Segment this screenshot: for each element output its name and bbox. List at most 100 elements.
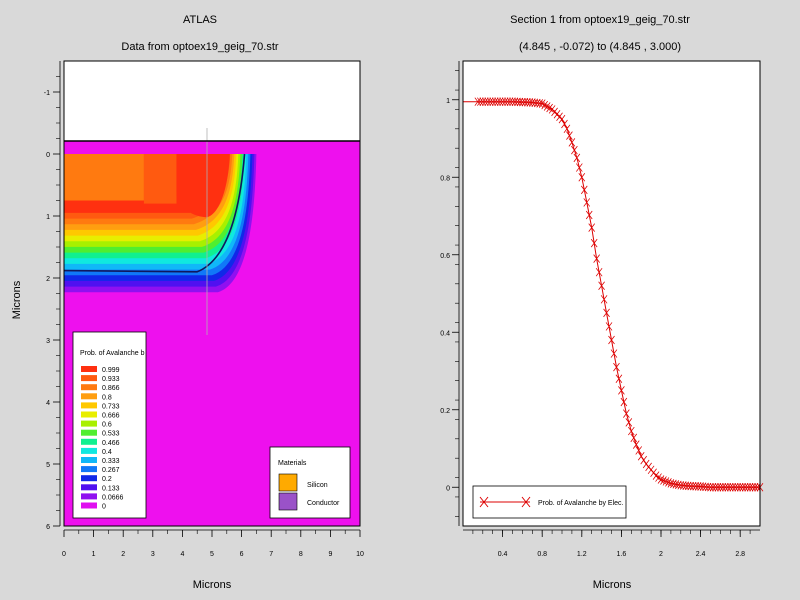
series-marker <box>588 223 596 232</box>
right-panel: Section 1 from optoex19_geig_70.str (4.8… <box>440 14 764 591</box>
x-tick-label: 4 <box>180 551 184 558</box>
series-marker <box>590 238 598 248</box>
legend-level-label: 0.2 <box>102 476 112 483</box>
series-marker <box>689 481 697 491</box>
series-marker <box>566 131 573 140</box>
left-panel: ATLAS Data from optoex19_geig_70.str Mic… <box>11 14 364 591</box>
right-title: Section 1 from optoex19_geig_70.str <box>510 14 690 26</box>
legend-swatch <box>81 484 97 491</box>
series-marker <box>746 483 754 492</box>
x-tick-label: 6 <box>240 551 244 558</box>
y-tick-label: 5 <box>46 462 50 469</box>
silicon-label: Silicon <box>307 482 328 489</box>
contour-band <box>64 154 144 201</box>
junction-edge <box>63 153 246 273</box>
x-tick-label: 10 <box>356 551 364 558</box>
legend-swatch <box>81 375 97 382</box>
series-marker <box>707 483 714 492</box>
structure-plot: 0 1 2 3 4 5 6 7 8 9 10 -1 0 1 2 3 4 5 6 <box>44 60 364 558</box>
avalanche-legend-title: Prob. of Avalanche b <box>80 350 145 357</box>
x-tick-label: 1.6 <box>617 551 627 558</box>
series-marker <box>618 386 625 395</box>
series-marker <box>726 483 734 492</box>
right-xlabel: Microns <box>593 579 632 591</box>
series-marker <box>491 97 499 106</box>
legend-swatch <box>81 411 97 418</box>
series-marker <box>496 97 504 106</box>
section-legend: Prob. of Avalanche by Elec. <box>472 485 627 519</box>
series-marker <box>625 418 633 427</box>
series-marker <box>558 114 566 124</box>
contour-band <box>143 154 177 204</box>
series-marker <box>600 295 608 304</box>
series-marker <box>677 481 685 490</box>
x-tick-label: 2 <box>659 551 663 558</box>
series-marker <box>729 483 737 492</box>
legend-level-label: 0.533 <box>102 431 120 438</box>
series-marker <box>489 97 497 106</box>
y-tick-label: 0.2 <box>440 408 450 415</box>
series-marker <box>665 478 672 487</box>
x-tick-label: 7 <box>269 551 273 558</box>
y-tick-label: 4 <box>46 400 50 407</box>
legend-level-label: 0.866 <box>102 385 120 392</box>
section-legend-marker-right <box>521 496 531 508</box>
series-marker <box>627 426 635 436</box>
x-tick-label: 3 <box>151 551 155 558</box>
x-tick-label: 5 <box>210 551 214 558</box>
left-title: ATLAS <box>183 14 217 26</box>
legend-swatch <box>81 457 97 463</box>
legend-swatch <box>81 429 97 436</box>
series-marker <box>563 124 571 134</box>
series-marker <box>506 97 514 106</box>
legend-swatch <box>81 447 97 454</box>
series-marker <box>536 99 544 108</box>
avalanche-curve <box>463 97 764 492</box>
legend-swatch <box>81 384 97 391</box>
series-marker <box>528 98 536 107</box>
series-marker <box>595 267 603 277</box>
legend-level-label: 0.267 <box>102 467 120 474</box>
series-marker <box>514 97 521 107</box>
series-marker <box>603 308 610 318</box>
section-plot: 0.4 0.8 1.2 1.6 2 2.4 2.8 0 0.2 0.4 0.6 0.8 1 <box>440 60 764 558</box>
series-marker <box>576 163 583 172</box>
legend-swatch <box>81 475 97 482</box>
series-marker <box>709 483 717 492</box>
avalanche-legend: Prob. of Avalanche b 0.9990.9330.8660.80… <box>72 331 147 519</box>
series-marker <box>519 97 526 107</box>
series-marker <box>719 483 727 492</box>
legend-level-label: 0.333 <box>102 458 120 465</box>
y-tick-label: 6 <box>46 524 50 531</box>
series-marker <box>741 483 749 492</box>
series-marker <box>573 153 581 163</box>
legend-level-label: 0.0666 <box>102 494 124 501</box>
legend-level-label: 0.8 <box>102 394 112 401</box>
series-marker <box>501 97 509 106</box>
x-tick-label: 2.4 <box>696 551 706 558</box>
x-tick-label: 1.2 <box>577 551 587 558</box>
series-marker <box>635 446 643 455</box>
avalanche-contours <box>63 153 257 293</box>
series-marker <box>571 145 578 155</box>
series-marker <box>714 483 722 492</box>
series-marker <box>702 482 709 492</box>
series-marker <box>623 409 630 418</box>
x-tick-label: 9 <box>328 551 332 558</box>
series-marker <box>712 483 719 492</box>
legend-level-label: 0.666 <box>102 413 120 420</box>
series-marker <box>751 483 759 492</box>
materials-legend: Materials Silicon Conductor <box>269 446 351 519</box>
legend-swatch <box>81 493 97 500</box>
series-marker <box>486 97 494 106</box>
right-subtitle: (4.845 , -0.072) to (4.845 , 3.000) <box>519 41 681 53</box>
legend-swatch <box>81 420 97 427</box>
series-marker <box>521 97 529 107</box>
y-tick-label: 1 <box>446 98 450 105</box>
materials-legend-title: Materials <box>278 460 307 467</box>
y-tick-label: 1 <box>46 214 50 221</box>
series-marker <box>605 322 613 331</box>
series-marker <box>662 477 670 486</box>
y-tick-label: 0 <box>46 152 50 159</box>
y-tick-label: 3 <box>46 338 50 345</box>
